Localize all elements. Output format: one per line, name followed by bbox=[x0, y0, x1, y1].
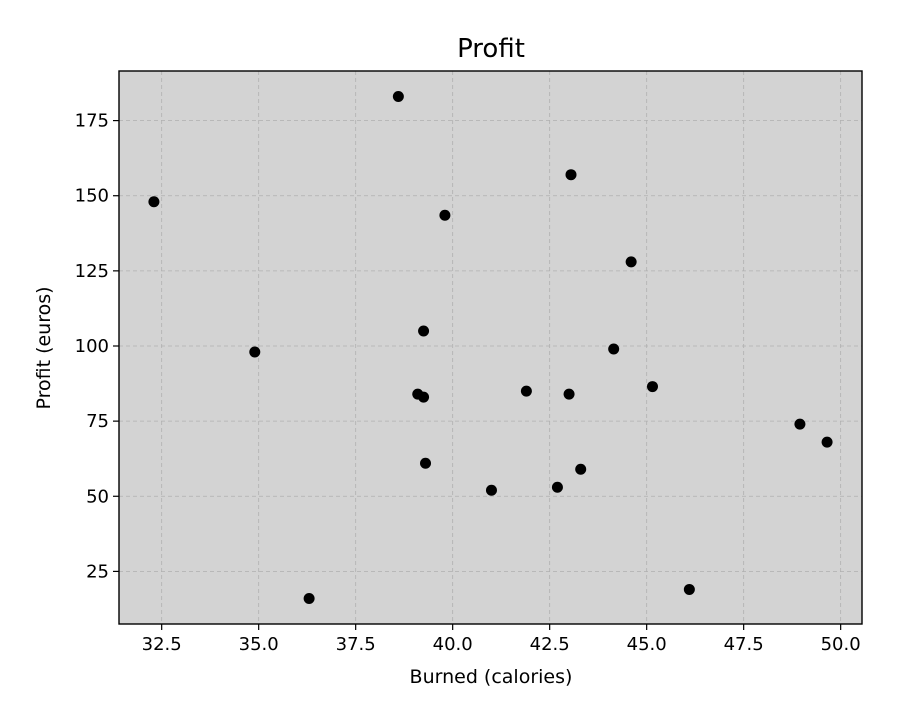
chart-title: Profit bbox=[457, 34, 525, 64]
y-tick-label: 25 bbox=[86, 561, 109, 582]
y-axis-label: Profit (euros) bbox=[33, 286, 55, 409]
x-axis-ticks: 32.5 35.0 37.5 40.0 42.5 45.0 47.5 50.0 bbox=[142, 624, 861, 655]
y-tick-label: 75 bbox=[86, 411, 109, 432]
plot-background bbox=[119, 71, 862, 624]
data-point bbox=[249, 346, 261, 358]
x-tick-label: 37.5 bbox=[336, 634, 376, 655]
data-point bbox=[418, 391, 430, 403]
grid-lines bbox=[119, 71, 862, 624]
data-point bbox=[646, 381, 658, 393]
y-axis-ticks: 25 50 75 100 125 150 175 bbox=[75, 111, 119, 582]
y-tick-label: 175 bbox=[75, 111, 109, 132]
data-point bbox=[303, 592, 315, 604]
data-point bbox=[794, 418, 806, 430]
x-tick-label: 47.5 bbox=[724, 634, 764, 655]
x-tick-label: 32.5 bbox=[142, 634, 182, 655]
data-point bbox=[392, 91, 404, 103]
data-point bbox=[418, 325, 430, 337]
data-point bbox=[625, 256, 637, 268]
data-point bbox=[563, 388, 575, 400]
data-points bbox=[148, 91, 833, 604]
x-tick-label: 42.5 bbox=[530, 634, 570, 655]
y-tick-label: 150 bbox=[75, 186, 109, 207]
data-point bbox=[575, 463, 587, 475]
x-axis-label: Burned (calories) bbox=[410, 666, 573, 688]
y-tick-label: 50 bbox=[86, 486, 109, 507]
y-tick-label: 100 bbox=[75, 336, 109, 357]
data-point bbox=[821, 436, 833, 448]
data-point bbox=[520, 385, 532, 397]
data-point bbox=[148, 196, 160, 208]
data-point bbox=[551, 481, 563, 493]
x-tick-label: 45.0 bbox=[627, 634, 667, 655]
plot-frame bbox=[118, 70, 863, 625]
data-point bbox=[485, 484, 497, 496]
x-tick-label: 50.0 bbox=[821, 634, 861, 655]
data-point bbox=[683, 583, 695, 595]
data-point bbox=[565, 169, 577, 181]
y-tick-label: 125 bbox=[75, 261, 109, 282]
x-tick-label: 40.0 bbox=[433, 634, 473, 655]
x-tick-label: 35.0 bbox=[239, 634, 279, 655]
data-point bbox=[439, 209, 451, 221]
data-point bbox=[420, 457, 432, 469]
data-point bbox=[608, 343, 620, 355]
